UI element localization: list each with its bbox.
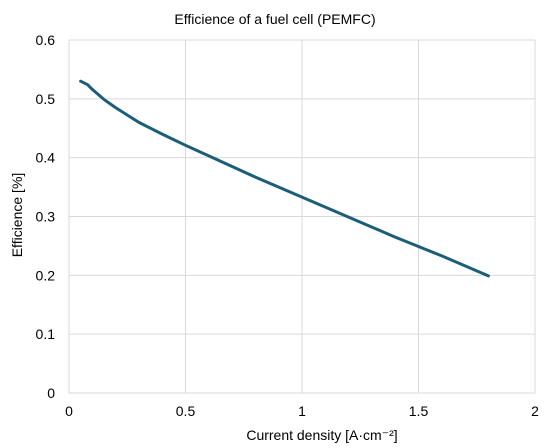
y-tick-label: 0.2: [36, 267, 56, 283]
x-tick-label: 0.5: [176, 403, 196, 419]
x-tick-label: 1: [298, 403, 306, 419]
y-tick-label: 0.5: [36, 91, 56, 107]
y-tick-label: 0.4: [36, 150, 56, 166]
efficiency-series-line: [79, 79, 490, 278]
y-tick-label: 0.3: [36, 209, 56, 225]
y-tick-label: 0: [47, 385, 55, 401]
x-tick-label: 1.5: [409, 403, 429, 419]
x-tick-label: 0: [65, 403, 73, 419]
y-axis-label: Efficience [%]: [9, 173, 25, 258]
y-tick-label: 0.1: [36, 326, 56, 342]
series-group: [79, 79, 490, 278]
tick-labels: 0 0.1 0.2 0.3 0.4 0.5 0.6 0 0.5 1 1.5 2: [36, 32, 540, 419]
chart-title: Efficience of a fuel cell (PEMFC): [174, 11, 375, 27]
y-tick-label: 0.6: [36, 32, 56, 48]
x-axis-label: Current density [A·cm⁻²]: [246, 427, 397, 443]
x-tick-label: 2: [531, 403, 539, 419]
gridlines: [68, 39, 536, 394]
